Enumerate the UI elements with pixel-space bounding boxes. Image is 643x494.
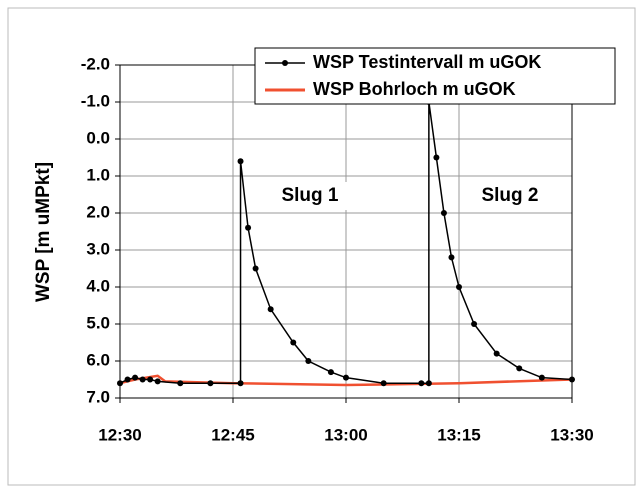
x-tick-label: 12:45 [211,425,254,444]
y-tick-label: -1.0 [81,91,110,110]
marker [380,380,387,387]
y-tick-label: 5.0 [86,313,110,332]
marker [154,378,161,385]
marker [569,376,575,383]
marker [139,376,146,383]
marker [433,154,440,161]
annotation: Slug 1 [281,185,338,206]
legend [254,47,616,105]
y-tick-label: 1.0 [86,165,110,184]
legend-label: WSP Testintervall m uGOK [313,52,541,72]
marker [237,158,244,165]
y-tick-label: 3.0 [86,239,110,258]
x-tick-label: 13:30 [550,425,593,444]
y-tick-label: 4.0 [86,276,110,295]
marker [343,374,349,381]
marker [440,210,447,216]
marker [456,284,462,290]
y-tick-label: -2.0 [81,54,110,73]
marker [418,380,425,387]
marker [425,380,432,387]
marker [327,369,334,376]
y-tick-label: 6.0 [86,350,110,369]
marker [252,265,259,272]
y-tick-label: 2.0 [86,202,110,221]
marker [237,380,244,387]
y-tick-label: 0.0 [86,128,110,147]
x-tick-label: 13:00 [324,425,367,444]
marker [245,224,252,231]
marker [538,374,545,381]
marker [493,350,500,357]
annotation-bg [270,182,350,210]
marker [290,339,297,346]
marker [132,374,139,381]
legend-label: WSP Bohrloch m uGOK [313,79,516,99]
marker [124,376,131,383]
marker [117,380,123,387]
annotation-bg [470,182,550,210]
legend-marker [282,60,288,66]
marker [516,365,523,372]
x-tick-label: 12:30 [98,425,141,444]
marker [471,321,478,327]
marker [305,358,312,364]
marker [267,306,274,313]
marker [448,254,455,261]
y-axis-label: WSP [m uMPkt] [33,162,54,302]
marker [147,376,154,383]
annotation: Slug 2 [481,185,538,206]
y-tick-label: 7.0 [86,387,110,406]
marker [177,380,184,387]
marker [207,380,214,387]
x-tick-label: 13:15 [437,425,480,444]
